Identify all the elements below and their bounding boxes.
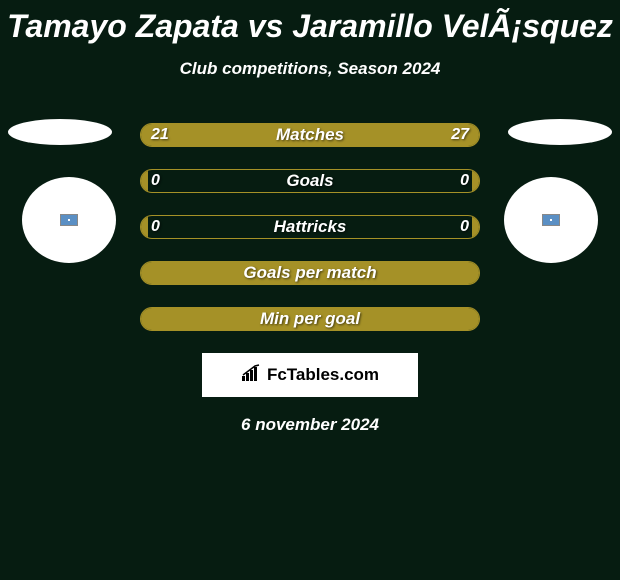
team-ellipse-right: [508, 119, 612, 145]
stat-bar: 00Hattricks: [140, 215, 480, 239]
player-circle-right: [504, 177, 598, 263]
page-title: Tamayo Zapata vs Jaramillo VelÃ¡squez: [0, 0, 620, 45]
flag-icon: [542, 214, 560, 226]
chart-icon: [241, 364, 263, 387]
stat-bars: 2127Matches 00Goals 00Hattricks Goals per m…: [140, 123, 480, 331]
logo-box: FcTables.com: [202, 353, 418, 397]
bar-label: Goals per match: [141, 262, 479, 284]
stat-bar: 00Goals: [140, 169, 480, 193]
stat-bar: Min per goal: [140, 307, 480, 331]
subtitle: Club competitions, Season 2024: [0, 59, 620, 79]
logo-label: FcTables.com: [267, 365, 379, 385]
chart-area: 2127Matches 00Goals 00Hattricks Goals per m…: [0, 123, 620, 435]
team-ellipse-left: [8, 119, 112, 145]
player-circle-left: [22, 177, 116, 263]
stat-bar: Goals per match: [140, 261, 480, 285]
bar-label: Min per goal: [141, 308, 479, 330]
stat-bar: 2127Matches: [140, 123, 480, 147]
comparison-infographic: Tamayo Zapata vs Jaramillo VelÃ¡squez Cl…: [0, 0, 620, 435]
bar-label: Hattricks: [141, 216, 479, 238]
bar-label: Goals: [141, 170, 479, 192]
date-text: 6 november 2024: [0, 415, 620, 435]
flag-icon: [60, 214, 78, 226]
bar-label: Matches: [141, 124, 479, 146]
logo-text: FcTables.com: [241, 364, 379, 387]
